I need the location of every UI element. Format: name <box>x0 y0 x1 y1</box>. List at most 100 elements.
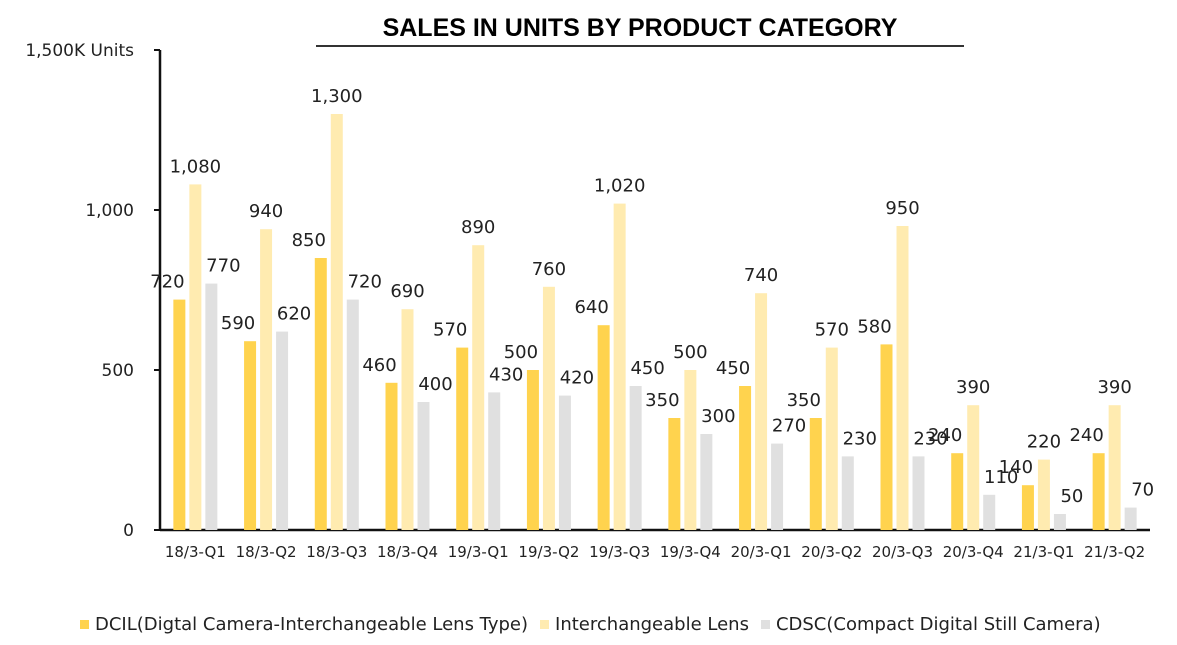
data-label: 300 <box>701 406 735 427</box>
data-label: 580 <box>857 316 891 337</box>
data-label: 230 <box>843 428 877 449</box>
data-label: 1,080 <box>170 156 222 177</box>
data-label: 950 <box>885 198 919 219</box>
data-label: 740 <box>744 265 778 286</box>
data-label: 640 <box>574 297 608 318</box>
bar <box>542 286 555 530</box>
data-label: 50 <box>1060 486 1083 507</box>
bar <box>841 456 854 530</box>
bars <box>173 114 1137 530</box>
data-label: 390 <box>1097 377 1131 398</box>
x-tick-label: 20/3-Q3 <box>872 543 933 561</box>
bar <box>330 114 343 530</box>
data-label: 140 <box>999 457 1033 478</box>
data-label: 570 <box>433 320 467 341</box>
chart-title: SALES IN UNITS BY PRODUCT CATEGORY <box>383 14 898 42</box>
x-tick-label: 19/3-Q4 <box>660 543 721 561</box>
bar <box>205 283 218 530</box>
y-tick-label: 500 <box>102 361 134 381</box>
bar <box>526 370 539 530</box>
axes: 0 500 1,000 1,500K Units 18/3-Q1 18/3-Q2 18/3-… <box>25 41 1150 561</box>
legend-item: DCIL(Digtal Camera-Interchangeable Lens … <box>80 614 528 635</box>
bar <box>1053 514 1066 530</box>
bar <box>613 203 626 530</box>
bar <box>983 494 996 530</box>
bar <box>967 405 980 530</box>
x-tick-label: 18/3-Q2 <box>236 543 297 561</box>
legend-label: DCIL(Digtal Camera-Interchangeable Lens … <box>95 614 529 635</box>
bar <box>1037 459 1050 530</box>
data-label: 850 <box>292 230 326 251</box>
bar <box>173 299 186 530</box>
bar <box>825 347 838 530</box>
bar <box>558 395 571 530</box>
data-label: 620 <box>277 304 311 325</box>
data-label: 390 <box>956 377 990 398</box>
data-label: 460 <box>362 355 396 376</box>
data-label: 1,300 <box>311 86 363 107</box>
bar <box>739 386 752 530</box>
bar <box>244 341 257 530</box>
bar <box>346 299 359 530</box>
data-label: 770 <box>206 256 240 277</box>
data-label: 240 <box>928 425 962 446</box>
x-tick-label: 18/3-Q4 <box>377 543 438 561</box>
bar <box>597 325 610 530</box>
bar <box>1021 485 1034 530</box>
data-label: 720 <box>150 272 184 293</box>
bar <box>1092 453 1105 530</box>
data-label: 230 <box>913 428 947 449</box>
bar <box>951 453 964 530</box>
x-tick-label: 21/3-Q2 <box>1084 543 1145 561</box>
x-tick-label: 19/3-Q1 <box>448 543 509 561</box>
data-label: 690 <box>390 281 424 302</box>
data-label: 500 <box>504 342 538 363</box>
bar <box>401 309 414 530</box>
bar <box>1124 507 1137 530</box>
x-tick-label: 20/3-Q2 <box>801 543 862 561</box>
y-tick-label: 1,500K Units <box>25 41 134 61</box>
bar <box>684 370 697 530</box>
bar <box>417 402 430 530</box>
data-label: 500 <box>673 342 707 363</box>
data-label: 450 <box>716 358 750 379</box>
bar <box>809 418 822 530</box>
bar <box>189 184 202 530</box>
bar <box>456 347 469 530</box>
bar <box>260 229 273 530</box>
data-label: 570 <box>815 320 849 341</box>
bar <box>314 258 327 530</box>
bar <box>276 331 289 530</box>
x-tick-label: 20/3-Q1 <box>731 543 792 561</box>
data-label: 240 <box>1069 425 1103 446</box>
data-label: 450 <box>630 358 664 379</box>
x-tick-label: 19/3-Q3 <box>589 543 650 561</box>
legend-swatch <box>540 620 550 629</box>
legend: DCIL(Digtal Camera-Interchangeable Lens … <box>80 614 1113 635</box>
data-label: 890 <box>461 217 495 238</box>
bar <box>700 434 713 530</box>
data-label: 270 <box>772 416 806 437</box>
x-tick-label: 21/3-Q1 <box>1013 543 1074 561</box>
data-label: 400 <box>418 374 452 395</box>
bar <box>1108 405 1121 530</box>
data-label: 760 <box>532 259 566 280</box>
bar <box>385 382 398 530</box>
legend-swatch <box>80 620 89 629</box>
data-label: 70 <box>1131 480 1154 501</box>
bar <box>629 386 642 530</box>
y-tick-label: 1,000 <box>85 201 134 221</box>
data-label: 420 <box>560 368 594 389</box>
bar <box>880 344 893 530</box>
bar <box>668 418 681 530</box>
data-label: 350 <box>787 390 821 411</box>
legend-item: CDSC(Compact Digital Still Camera) <box>760 614 1101 635</box>
bar <box>771 443 784 530</box>
x-tick-label: 18/3-Q3 <box>306 543 367 561</box>
data-label: 220 <box>1027 432 1061 453</box>
data-labels: 720 1,080 770 590 940 620 850 1,300 720 460 690 400… <box>150 86 1154 507</box>
bar <box>472 245 485 530</box>
bar <box>488 392 501 530</box>
bar <box>755 293 768 530</box>
